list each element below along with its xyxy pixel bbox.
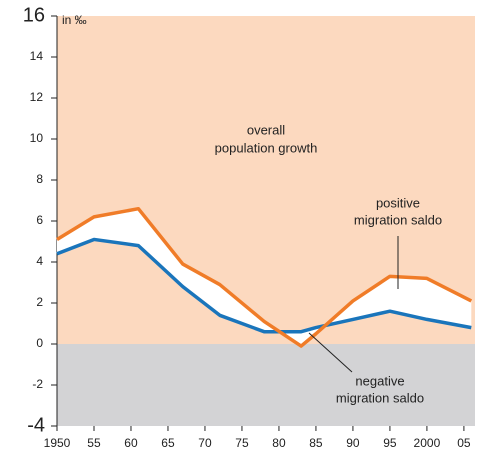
y-tick-label: 4 bbox=[36, 254, 43, 268]
x-tick-label: 65 bbox=[161, 436, 175, 450]
negative-region bbox=[57, 344, 475, 426]
x-tick-label: 75 bbox=[235, 436, 249, 450]
x-tick-label: 55 bbox=[87, 436, 101, 450]
y-tick-label: 0 bbox=[36, 336, 43, 350]
y-tick-label: 12 bbox=[30, 90, 44, 104]
x-tick-label: 60 bbox=[124, 436, 138, 450]
leader-line bbox=[308, 332, 353, 373]
y-tick-label: 6 bbox=[36, 213, 43, 227]
annotation: migration saldo bbox=[354, 212, 442, 227]
series-line bbox=[56, 206, 473, 348]
migration-band bbox=[57, 208, 472, 347]
x-tick-label: 95 bbox=[383, 436, 397, 450]
x-tick-label: 85 bbox=[309, 436, 323, 450]
x-tick-label: 05 bbox=[457, 436, 471, 450]
annotation: positive bbox=[376, 195, 420, 210]
annotation: population growth bbox=[215, 140, 318, 155]
y-tick-label: 16 bbox=[23, 4, 45, 26]
x-tick-label: 70 bbox=[198, 436, 212, 450]
annotation: negative bbox=[355, 373, 404, 388]
annotation: migration saldo bbox=[336, 390, 424, 405]
x-tick-label: 1950 bbox=[44, 436, 71, 450]
annotation: overall bbox=[247, 122, 285, 137]
y-tick-label: -4 bbox=[27, 414, 45, 436]
x-tick-label: 90 bbox=[346, 436, 360, 450]
y-tick-label: 8 bbox=[36, 172, 43, 186]
x-tick-label: 2000 bbox=[414, 436, 441, 450]
y-tick-label: -2 bbox=[32, 377, 43, 391]
y-tick-label: 2 bbox=[36, 295, 43, 309]
y-tick-label: 14 bbox=[30, 49, 44, 63]
unit-label: in ‰ bbox=[62, 13, 87, 27]
x-tick-label: 80 bbox=[272, 436, 286, 450]
y-tick-label: 10 bbox=[30, 131, 44, 145]
